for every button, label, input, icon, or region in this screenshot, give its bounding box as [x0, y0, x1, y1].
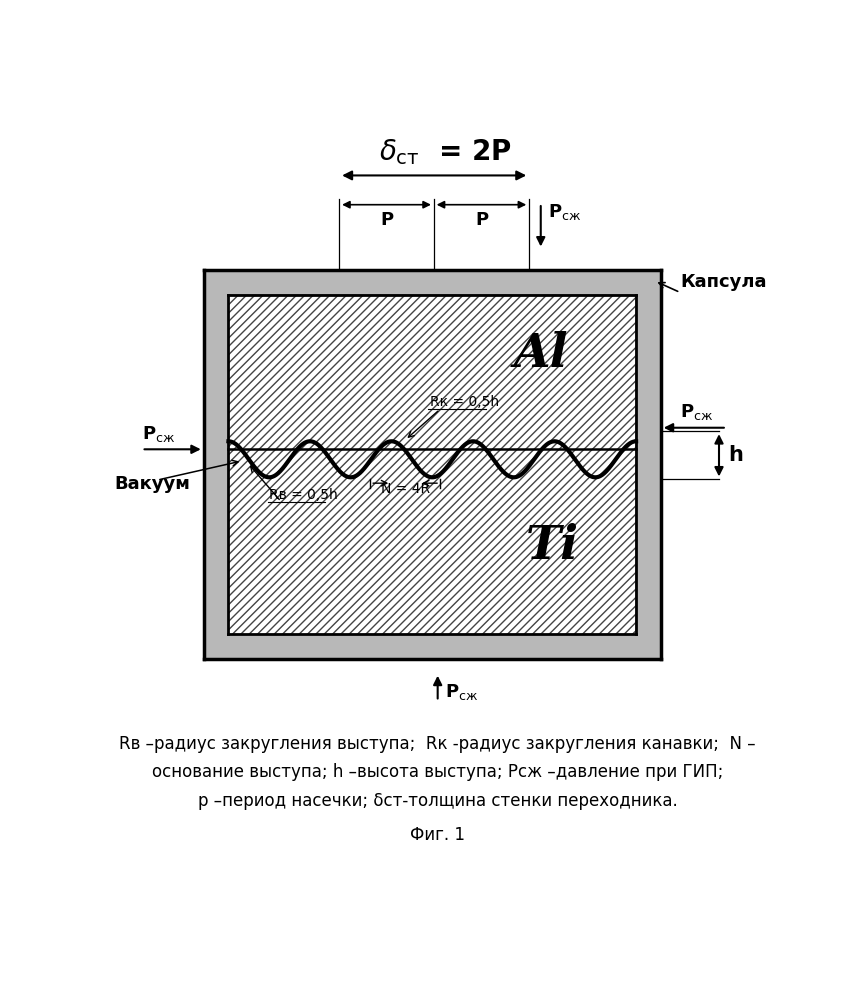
Text: $\delta_{\sf{ст}}$  = 2Р: $\delta_{\sf{ст}}$ = 2Р: [379, 137, 511, 167]
Text: Капсула: Капсула: [680, 273, 766, 291]
Text: h: h: [728, 445, 742, 465]
Text: Ti: Ti: [525, 523, 578, 569]
Text: Р$_{\sf{сж}}$: Р$_{\sf{сж}}$: [142, 424, 175, 444]
Text: Rв = 0,5h: Rв = 0,5h: [270, 488, 338, 502]
Text: Rв –радиус закругления выступа;  Rк -радиус закругления канавки;  N –: Rв –радиус закругления выступа; Rк -ради…: [119, 735, 755, 753]
Polygon shape: [228, 441, 635, 634]
Text: Р$_{\sf{сж}}$: Р$_{\sf{сж}}$: [445, 682, 479, 702]
Text: Р$_{\sf{сж}}$: Р$_{\sf{сж}}$: [680, 402, 713, 422]
Bar: [228, 295, 635, 634]
Text: N = 4R: N = 4R: [380, 482, 429, 496]
Text: Р: Р: [474, 211, 487, 229]
Text: Вакуум: Вакуум: [114, 475, 190, 493]
Text: Фиг. 1: Фиг. 1: [409, 826, 465, 844]
Text: Al: Al: [513, 331, 567, 377]
Bar: [203, 270, 660, 659]
Text: Р$_{\sf{сж}}$: Р$_{\sf{сж}}$: [548, 202, 581, 222]
Polygon shape: [228, 295, 635, 477]
Text: р –период насечки; δст-толщина стенки переходника.: р –период насечки; δст-толщина стенки пе…: [198, 792, 676, 810]
Polygon shape: [228, 295, 635, 477]
Text: Р: Р: [380, 211, 392, 229]
Text: основание выступа; h –высота выступа; Рсж –давление при ГИП;: основание выступа; h –высота выступа; Рс…: [152, 763, 722, 781]
Polygon shape: [228, 441, 635, 634]
Text: Rк = 0,5h: Rк = 0,5h: [429, 395, 498, 409]
